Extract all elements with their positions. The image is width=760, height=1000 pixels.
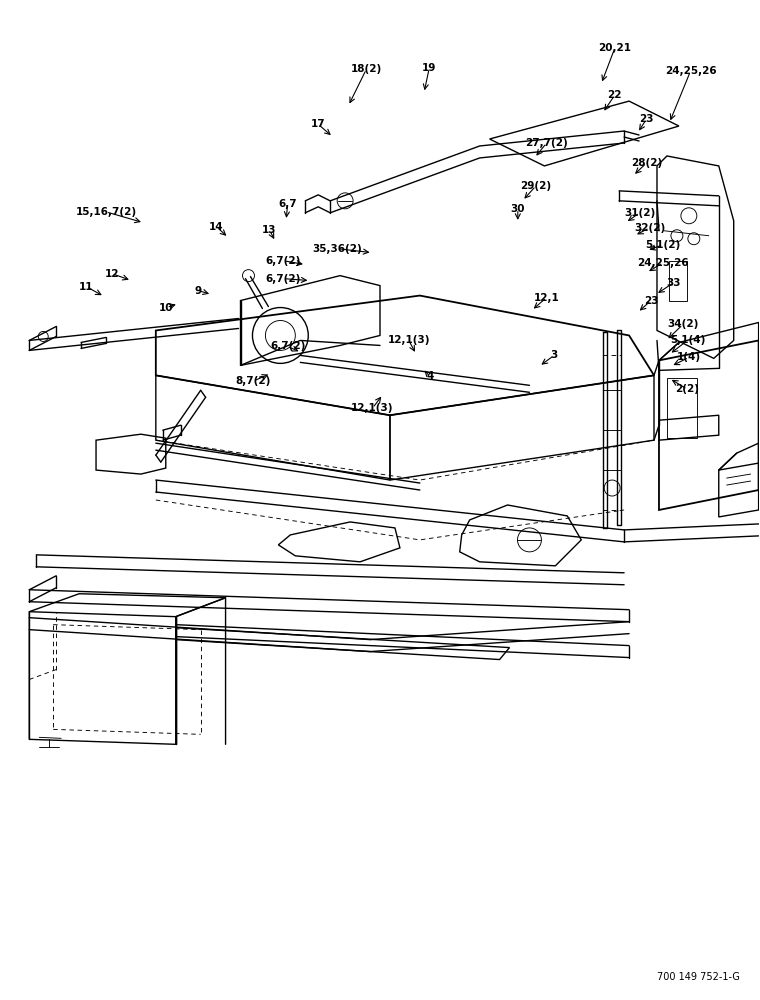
Text: 6,7(2): 6,7(2) — [265, 274, 301, 284]
Text: 3: 3 — [550, 350, 558, 360]
Text: 12: 12 — [105, 269, 119, 279]
Text: 12,1: 12,1 — [534, 293, 559, 303]
Text: 30: 30 — [511, 204, 525, 214]
Text: 5,1(4): 5,1(4) — [670, 335, 705, 345]
Bar — [667, 378, 697, 438]
Text: 4: 4 — [426, 371, 434, 381]
Text: 31(2): 31(2) — [624, 208, 655, 218]
Text: 23: 23 — [639, 114, 654, 124]
Text: 6,7(2): 6,7(2) — [265, 256, 301, 266]
Text: 11: 11 — [79, 282, 93, 292]
Text: 10: 10 — [159, 303, 174, 313]
Text: 34(2): 34(2) — [667, 319, 698, 329]
Text: 28(2): 28(2) — [631, 158, 662, 168]
Text: 700 149 752-1-G: 700 149 752-1-G — [657, 972, 740, 982]
Text: 14: 14 — [209, 222, 223, 232]
Text: 12,1(3): 12,1(3) — [388, 335, 430, 345]
Text: 12,1(3): 12,1(3) — [351, 403, 394, 413]
Text: 24,25,26: 24,25,26 — [665, 66, 716, 76]
Text: 2(2): 2(2) — [676, 384, 699, 394]
Text: 19: 19 — [422, 63, 436, 73]
Bar — [669, 261, 687, 301]
Text: 29(2): 29(2) — [521, 181, 552, 191]
Text: 33: 33 — [667, 278, 681, 288]
Text: 17: 17 — [311, 119, 325, 129]
Text: 35,36(2): 35,36(2) — [312, 244, 363, 254]
Text: 27,7(2): 27,7(2) — [525, 138, 568, 148]
Text: 20,21: 20,21 — [598, 43, 632, 53]
Text: 6,7: 6,7 — [278, 199, 297, 209]
Text: 22: 22 — [607, 90, 622, 100]
Text: 15,16,7(2): 15,16,7(2) — [75, 207, 137, 217]
Text: 5,1(2): 5,1(2) — [645, 240, 681, 250]
Text: 13: 13 — [262, 225, 277, 235]
Text: 23: 23 — [644, 296, 658, 306]
Text: 9: 9 — [195, 286, 202, 296]
Text: 32(2): 32(2) — [634, 223, 665, 233]
Text: 18(2): 18(2) — [351, 64, 382, 74]
Text: 6,7(2): 6,7(2) — [270, 341, 306, 351]
Text: 1(4): 1(4) — [677, 352, 701, 362]
Text: 24,25,26: 24,25,26 — [638, 258, 689, 268]
Text: 8,7(2): 8,7(2) — [235, 376, 271, 386]
